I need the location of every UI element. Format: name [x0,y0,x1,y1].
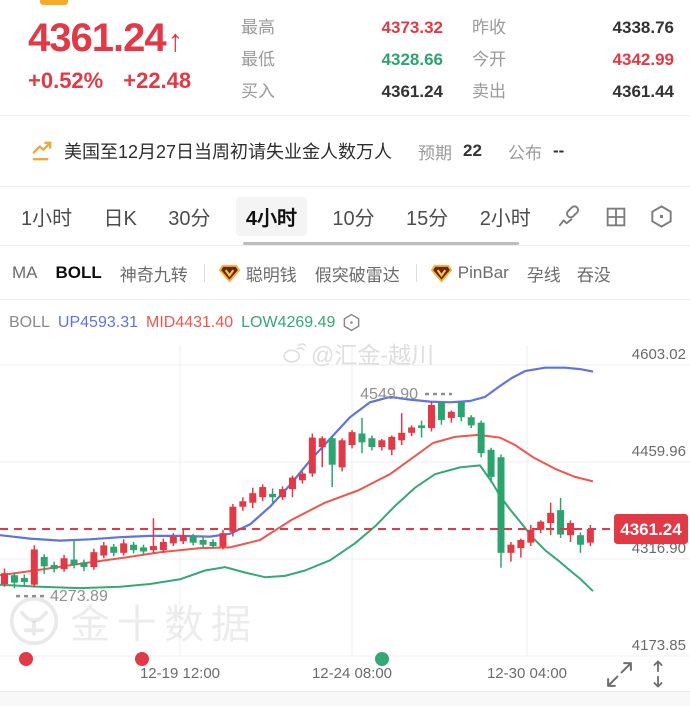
divider [415,264,417,282]
svg-text:4549.90: 4549.90 [360,386,418,403]
event-dot[interactable] [135,652,149,666]
indicator-bar: MA BOLL 神奇九转 聪明钱 假突破雷达 PinBar 孕线 吞没 [0,247,690,300]
fullscreen-expand-icon[interactable] [604,659,635,695]
forecast-value: 22 [463,141,482,160]
svg-text:4316.90: 4316.90 [632,540,686,557]
svg-text:12-24 08:00: 12-24 08:00 [312,665,392,682]
tab-1hour[interactable]: 1小时 [21,208,73,230]
current-price-value: 4361.24 [28,16,167,60]
svg-text:4603.02: 4603.02 [632,346,686,363]
grid-lines [0,345,690,657]
stat-low: 最低 4328.66 [241,48,443,71]
change-percent: +0.52% [28,68,104,93]
indicator-harami[interactable]: 孕线 [526,265,561,285]
low-annotation: 4273.89 [16,588,108,605]
stat-value: 4342.99 [612,50,674,69]
boll-settings-hexagon-icon[interactable] [341,312,362,333]
timeframe-tab-bar: 1小时 日K 30分 4小时 10分 15分 2小时 [0,188,690,246]
stat-label: 昨收 [472,18,506,37]
drawing-tools-icon[interactable] [556,203,583,230]
tab-4hour-selected[interactable]: 4小时 [235,197,308,236]
boll-lower-band-line [0,464,594,592]
high-annotation: 4549.90 [360,386,452,403]
stat-value: 4338.76 [612,18,674,37]
quote-stats-column-1: 最高 4373.32 最低 4328.66 买入 4361.24 [241,16,443,103]
boll-lower-value: LOW4269.49 [241,313,336,331]
event-dots [19,652,389,666]
x-axis-labels: 12-19 12:00 12-24 08:00 12-30 04:00 [140,665,567,682]
boll-label: BOLL [9,313,50,331]
stat-label: 今开 [472,50,506,69]
price-change: +0.52% +22.48 [28,68,211,94]
quote-stats-column-2: 昨收 4338.76 今开 4342.99 卖出 4361.44 [472,16,674,103]
svg-text:4361.24: 4361.24 [620,520,682,539]
published-value: -- [552,141,565,160]
price-chart[interactable]: 4603.02 4459.96 4316.90 4173.85 4549.90 4273.… [0,345,690,691]
price-up-arrow-icon: ↑ [167,23,183,58]
stat-value: 4361.24 [381,82,443,101]
stat-value: 4361.44 [612,82,674,101]
chart-settings-hexagon-icon[interactable] [648,203,675,230]
svg-text:4173.85: 4173.85 [632,637,686,654]
y-axis-labels: 4603.02 4459.96 4316.90 4173.85 [632,346,686,654]
stat-value: 4328.66 [381,50,443,69]
indicator-engulfing[interactable]: 吞没 [576,265,611,285]
current-price: 4361.24↑ [28,16,183,61]
grid-layout-icon[interactable] [603,204,629,230]
svg-text:12-30 04:00: 12-30 04:00 [487,665,567,682]
svg-text:4273.89: 4273.89 [50,588,108,605]
boll-middle-value: MID4431.40 [145,313,234,331]
news-chart-icon [32,141,52,160]
tab-15min[interactable]: 15分 [406,208,449,230]
vip-diamond-icon [430,264,452,283]
boll-upper-value: UP4593.31 [57,313,138,331]
stat-label: 最高 [241,18,275,37]
tab-scroll-indicator [243,242,519,245]
tab-2hour[interactable]: 2小时 [479,208,531,230]
boll-values-row: BOLL UP4593.31 MID4431.40 LOW4269.49 [0,300,690,345]
chart-bottom-controls [604,657,667,696]
stat-high: 最高 4373.32 [241,16,443,39]
boll-upper-band-line [0,366,594,542]
stat-prev-close: 昨收 4338.76 [472,16,674,39]
price-scale-arrows-icon[interactable] [649,657,667,696]
indicator-smart-money[interactable]: 聪明钱 [245,265,297,285]
stat-label: 买入 [241,82,275,101]
svg-text:12-19 12:00: 12-19 12:00 [140,665,220,682]
next-section-edge [0,691,690,706]
tab-daily[interactable]: 日K [103,208,137,230]
event-dot[interactable] [375,652,389,666]
forecast-label: 预期 [418,143,453,163]
active-tab-indicator [40,0,68,5]
stat-open: 今开 4342.99 [472,48,674,71]
tab-10min[interactable]: 10分 [332,208,375,230]
stat-ask: 卖出 4361.44 [472,80,674,103]
indicator-boll-selected[interactable]: BOLL [55,263,102,282]
stat-value: 4373.32 [381,18,443,37]
vip-diamond-icon [218,264,240,283]
stat-bid: 买入 4361.24 [241,80,443,103]
stat-label: 卖出 [472,82,506,101]
event-dot[interactable] [19,652,33,666]
current-price-badge[interactable]: 4361.24 [614,513,688,544]
divider [203,264,205,282]
candles [1,401,594,589]
stat-label: 最低 [241,50,275,69]
indicator-false-breakout-radar[interactable]: 假突破雷达 [314,265,400,285]
published-label: 公布 [507,143,542,163]
indicator-pinbar[interactable]: PinBar [457,263,509,282]
economic-news-ticker[interactable]: 美国至12月27日当周初请失业金人数万人 预期 22 公布 -- [0,115,690,187]
tab-30min[interactable]: 30分 [168,208,211,230]
boll-middle-band-line [0,433,594,577]
indicator-ma[interactable]: MA [12,263,38,282]
svg-text:4459.96: 4459.96 [632,443,686,460]
indicator-magic-nine[interactable]: 神奇九转 [119,265,188,285]
news-title: 美国至12月27日当周初请失业金人数万人 [64,142,393,162]
change-absolute: +22.48 [123,68,192,93]
